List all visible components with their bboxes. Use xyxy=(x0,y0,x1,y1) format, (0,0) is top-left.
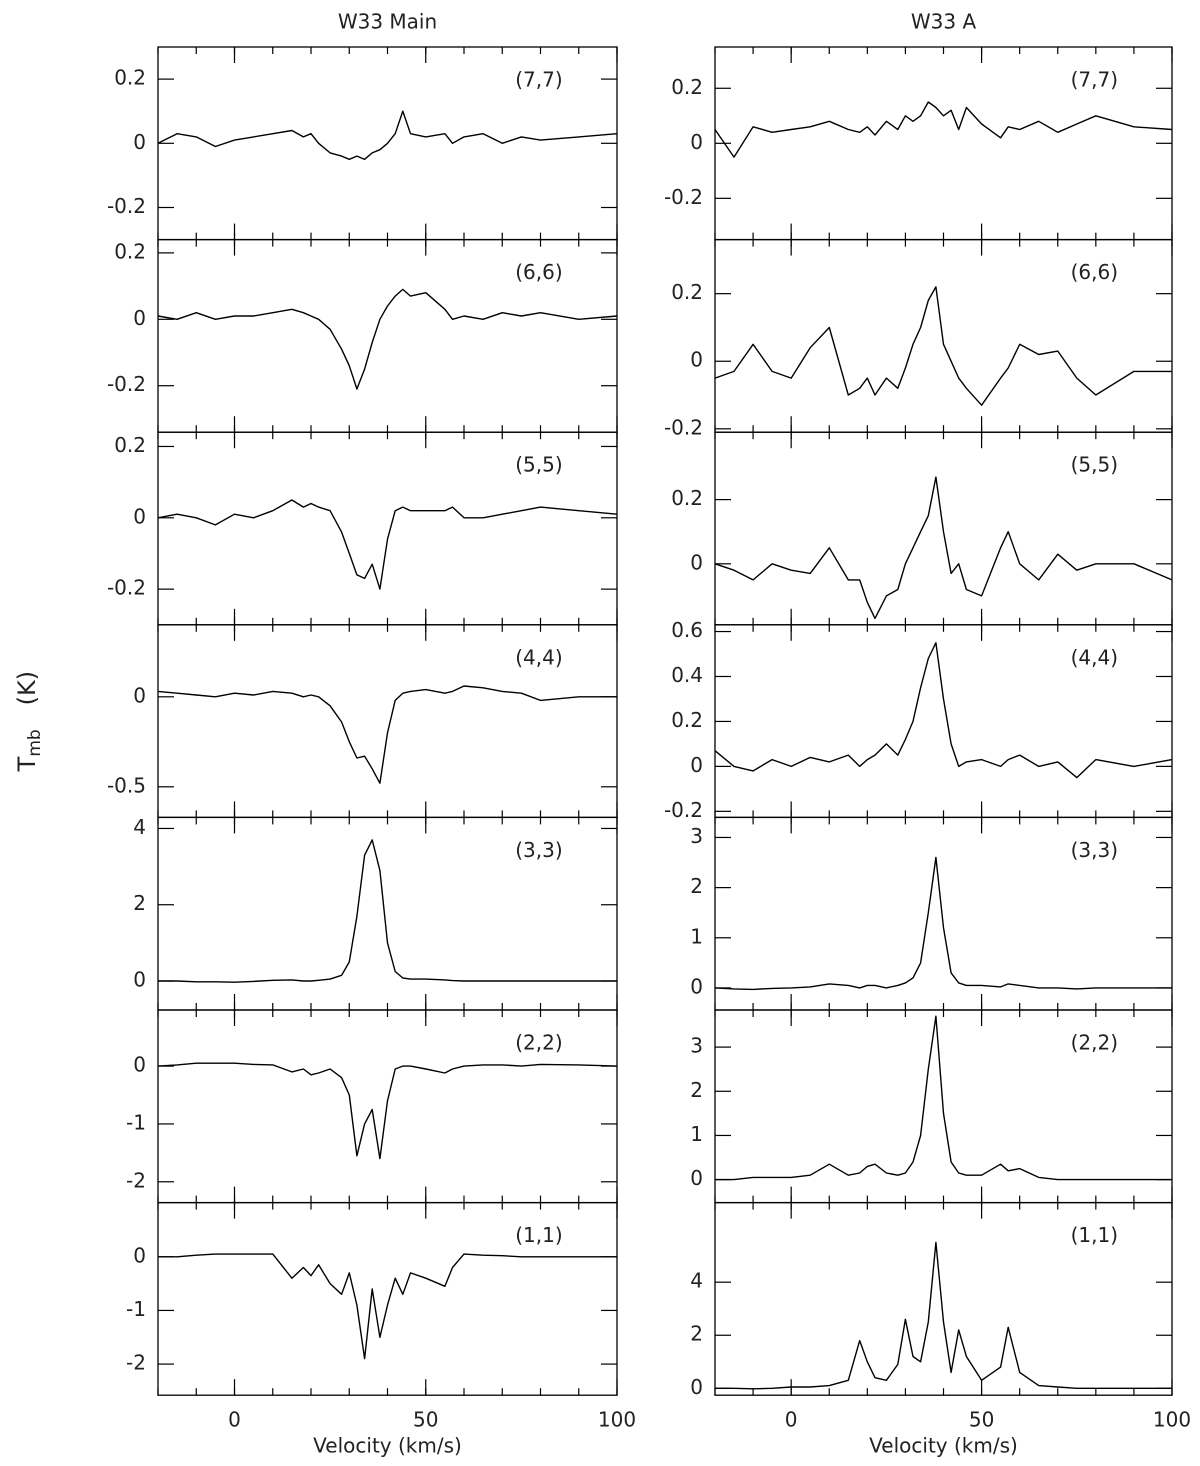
y-tick-label: 0 xyxy=(133,683,146,707)
transition-label: (6,6) xyxy=(515,260,562,284)
y-tick-label: 2 xyxy=(133,891,146,915)
transition-label: (1,1) xyxy=(515,1223,562,1247)
transition-label: (1,1) xyxy=(1071,1223,1118,1247)
x-axis-label: Velocity (km/s) xyxy=(869,1434,1018,1458)
transition-label: (2,2) xyxy=(515,1031,562,1055)
y-tick-label: 3 xyxy=(690,824,703,848)
spectrum xyxy=(714,856,1172,991)
transition-label: (6,6) xyxy=(1071,260,1118,284)
y-tick-label: 0 xyxy=(133,306,146,330)
y-tick-label: 0.2 xyxy=(671,75,703,99)
y-tick-label: 0 xyxy=(133,1243,146,1267)
y-tick-label: 0.2 xyxy=(671,280,703,304)
y-tick-label: 3 xyxy=(690,1034,703,1058)
x-tick-label: 100 xyxy=(598,1408,636,1432)
y-tick-label: -0.2 xyxy=(107,372,146,396)
y-tick-label: 0.6 xyxy=(671,618,703,642)
transition-label: (3,3) xyxy=(1071,838,1118,862)
spectrum xyxy=(715,1015,1172,1181)
y-tick-label: -0.5 xyxy=(107,773,146,797)
spectrum xyxy=(714,101,1173,158)
y-tick-label: -2 xyxy=(126,1168,146,1192)
y-tick-label: -0.2 xyxy=(664,415,703,439)
panel-title: W33 Main xyxy=(338,10,437,34)
x-tick-label: 50 xyxy=(969,1408,994,1432)
y-tick-label: 0 xyxy=(690,1375,703,1399)
y-tick-label: 0.2 xyxy=(114,433,146,457)
x-tick-label: 0 xyxy=(228,1408,241,1432)
y-tick-label: -2 xyxy=(126,1351,146,1375)
y-tick-label: 0 xyxy=(133,130,146,154)
spectrum xyxy=(157,110,618,160)
y-tick-label: 2 xyxy=(690,1322,703,1346)
x-tick-label: 100 xyxy=(1153,1408,1191,1432)
spectrum xyxy=(714,642,1173,779)
y-tick-label: 0 xyxy=(690,974,703,998)
transition-label: (7,7) xyxy=(1071,68,1118,92)
x-tick-label: 50 xyxy=(413,1408,438,1432)
spectrum xyxy=(158,1253,617,1360)
y-tick-label: -0.2 xyxy=(664,185,703,209)
y-tick-label: -1 xyxy=(126,1110,146,1134)
spectrum xyxy=(158,839,617,983)
y-tick-label: 4 xyxy=(133,815,146,839)
y-tick-label: 0 xyxy=(690,550,703,574)
transition-label: (5,5) xyxy=(515,453,562,477)
y-tick-label: -1 xyxy=(126,1297,146,1321)
y-tick-label: 0 xyxy=(690,130,703,154)
transition-label: (7,7) xyxy=(515,68,562,92)
y-tick-label: 0 xyxy=(133,968,146,992)
transition-label: (4,4) xyxy=(515,645,562,669)
y-tick-label: 0 xyxy=(690,348,703,372)
spectrum xyxy=(157,1062,618,1160)
y-tick-label: 0 xyxy=(133,1053,146,1077)
panel-title: W33 A xyxy=(911,10,977,34)
y-tick-label: 0.2 xyxy=(671,708,703,732)
y-tick-label: -0.2 xyxy=(664,798,703,822)
y-label-symbol: T xyxy=(13,756,41,772)
spectrum xyxy=(715,1241,1172,1390)
y-tick-label: 4 xyxy=(690,1269,703,1293)
spectrum xyxy=(157,685,617,784)
y-tick-label: 0.4 xyxy=(671,663,703,687)
y-tick-label: 1 xyxy=(690,1122,703,1146)
spectrum xyxy=(157,288,618,390)
y-tick-label: 1 xyxy=(690,924,703,948)
spectrum xyxy=(714,476,1173,620)
x-tick-label: 0 xyxy=(785,1408,798,1432)
y-axis-label: Tmb (K) xyxy=(13,671,45,773)
transition-label: (5,5) xyxy=(1071,453,1118,477)
y-tick-label: -0.2 xyxy=(107,576,146,600)
y-tick-label: -0.2 xyxy=(107,194,146,218)
x-axis-label: Velocity (km/s) xyxy=(313,1434,462,1458)
y-tick-label: 0 xyxy=(690,753,703,777)
y-tick-label: 2 xyxy=(690,874,703,898)
y-label-subscript: mb xyxy=(25,729,45,756)
y-tick-label: 0 xyxy=(133,504,146,528)
spectrum xyxy=(714,286,1172,406)
y-tick-label: 0.2 xyxy=(114,66,146,90)
y-label-unit: (K) xyxy=(13,671,41,705)
y-tick-label: 0.2 xyxy=(114,239,146,263)
y-tick-label: 0.2 xyxy=(671,486,703,510)
transition-label: (2,2) xyxy=(1071,1031,1118,1055)
y-tick-label: 2 xyxy=(690,1078,703,1102)
y-tick-label: 0 xyxy=(690,1166,703,1190)
transition-label: (3,3) xyxy=(515,838,562,862)
spectrum xyxy=(157,499,618,590)
transition-label: (4,4) xyxy=(1071,645,1118,669)
